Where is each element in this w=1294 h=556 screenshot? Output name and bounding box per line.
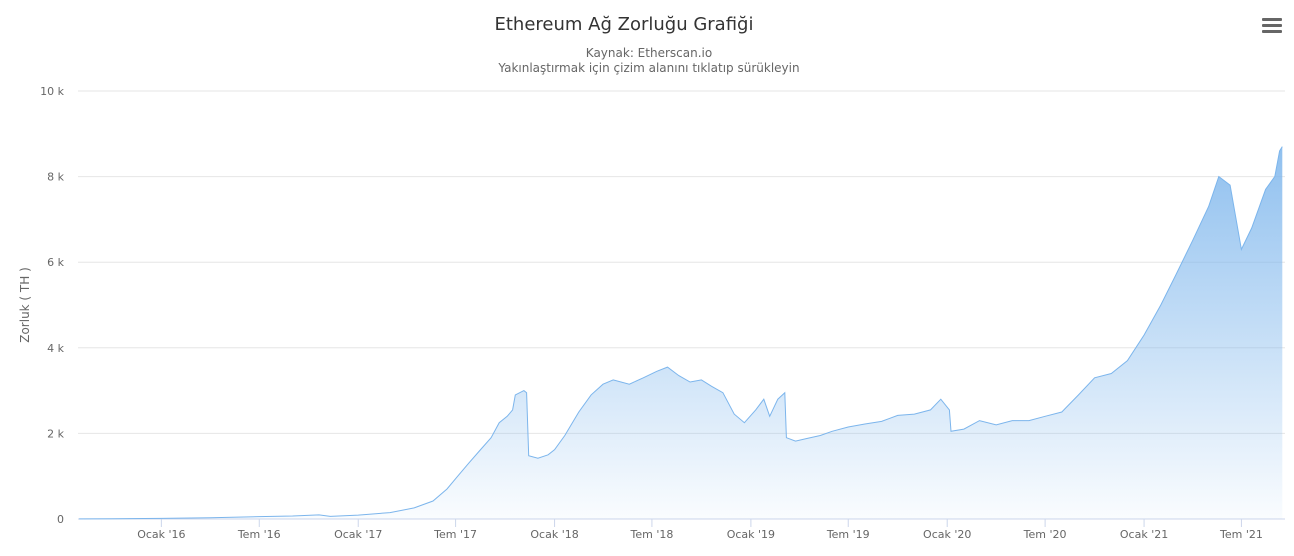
subtitle-zoom-hint: Yakınlaştırmak için çizim alanını tıklat…: [498, 61, 800, 75]
chart-title: Ethereum Ağ Zorluğu Grafiği: [494, 14, 754, 35]
y-tick-label: 0: [57, 513, 64, 526]
x-tick-label: Ocak '20: [923, 528, 971, 541]
x-tick-label: Tem '16: [237, 528, 281, 541]
x-tick-label: Ocak '16: [137, 528, 185, 541]
x-tick-label: Tem '20: [1023, 528, 1067, 541]
y-tick-label: 2 k: [47, 427, 64, 440]
y-tick-label: 10 k: [40, 85, 64, 98]
subtitle-source: Kaynak: Etherscan.io: [585, 46, 713, 60]
y-axis-title: Zorluk ( TH ): [18, 267, 32, 343]
y-tick-label: 6 k: [47, 256, 64, 269]
hamburger-menu-icon[interactable]: [1262, 18, 1282, 36]
y-tick-label: 8 k: [47, 171, 64, 184]
chart-subtitle: Kaynak: Etherscan.io Yakınlaştırmak için…: [0, 46, 1294, 76]
x-tick-label: Ocak '18: [530, 528, 578, 541]
series-line[interactable]: [79, 146, 1283, 520]
x-tick-label: Ocak '17: [334, 528, 382, 541]
x-tick-label: Tem '17: [433, 528, 477, 541]
x-tick-label: Ocak '19: [727, 528, 775, 541]
x-tick-label: Tem '21: [1219, 528, 1263, 541]
y-tick-label: 4 k: [47, 342, 64, 355]
x-tick-label: Tem '19: [826, 528, 870, 541]
x-tick-label: Tem '18: [629, 528, 673, 541]
x-tick-label: Ocak '21: [1120, 528, 1168, 541]
series-area-fill: [79, 146, 1283, 519]
